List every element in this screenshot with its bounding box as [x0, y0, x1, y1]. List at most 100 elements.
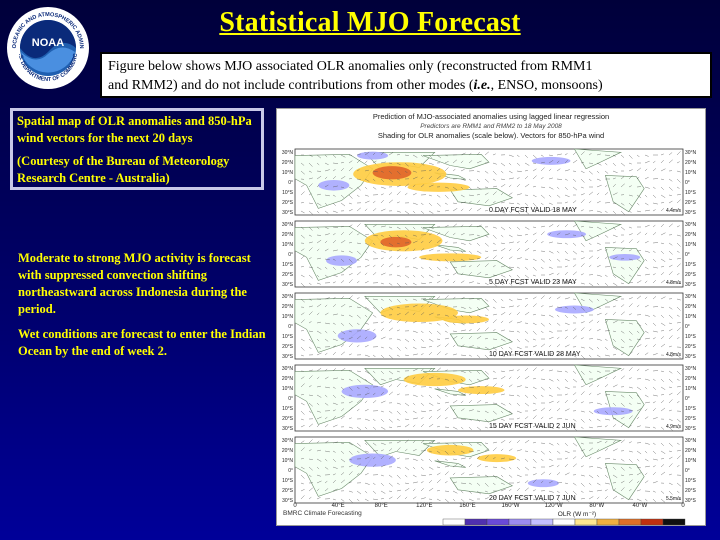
lat-label-right: 20°N — [685, 160, 697, 166]
enhanced-convection-area — [337, 329, 377, 343]
lat-label-left: 30°S — [282, 282, 294, 288]
scale-color-bin — [464, 518, 488, 525]
continent-outline — [294, 441, 374, 497]
note-line2-pre: and RMM2) and do not include contributio… — [108, 78, 474, 93]
map-panel: 20 DAY FCST VALID 7 JUN 5.5m/s 30°N 30°N 20°… — [282, 436, 697, 504]
lat-label-left: 30°N — [282, 150, 294, 156]
lat-label-left: 30°S — [282, 354, 294, 360]
scale-color-bin — [662, 518, 686, 525]
lat-label-left: 20°S — [282, 488, 294, 494]
lon-tick-label: 40°W — [633, 503, 648, 509]
lat-label-left: 20°S — [282, 416, 294, 422]
lat-label-left: 30°S — [282, 210, 294, 216]
lat-label-left: 20°N — [282, 160, 294, 166]
enhanced-convection-area — [531, 156, 571, 165]
map-description-box: Spatial map of OLR anomalies and 850-hPa… — [10, 108, 264, 190]
lat-label-right: 0° — [685, 180, 690, 186]
lat-label-right: 20°S — [685, 272, 697, 278]
suppressed-convection-area — [457, 386, 505, 395]
enhanced-convection-area — [527, 479, 559, 488]
lat-label-right: 10°N — [685, 386, 697, 392]
wind-vectors — [300, 439, 682, 503]
credit-note: (Courtesy of the Bureau of Meteorology R… — [17, 154, 230, 185]
map-panel: 0 DAY FCST VALID 18 MAY 4.4m/s 30°N 30°N 20°… — [282, 148, 697, 216]
lat-label-right: 0° — [685, 468, 690, 474]
lon-tick-label: 80°W — [589, 503, 604, 509]
continent-outline — [449, 404, 514, 423]
lat-label-right: 20°N — [685, 304, 697, 310]
lat-label-right: 10°S — [685, 334, 697, 340]
noaa-logo: NOAA NATIONAL OCEANIC AND ATMOSPHERIC AD… — [6, 6, 89, 89]
lat-label-right: 30°S — [685, 426, 697, 432]
lat-label-left: 30°S — [282, 498, 294, 504]
enhanced-convection-area — [547, 230, 586, 239]
mjo-forecast-figure: Prediction of MJO-associated anomalies u… — [276, 108, 706, 526]
wind-vectors — [300, 295, 682, 359]
panel-max-wind: 4.8m/s — [666, 352, 682, 358]
lat-label-right: 10°S — [685, 262, 697, 268]
continent-outline — [449, 476, 514, 495]
scale-color-bin — [552, 518, 576, 525]
enhanced-convection-area — [326, 255, 358, 266]
lon-tick-label: 80°E — [375, 503, 388, 509]
lat-label-right: 30°S — [685, 498, 697, 504]
continent-outline — [422, 153, 490, 170]
continent-outline — [573, 436, 623, 458]
enhanced-convection-area — [318, 180, 350, 191]
lat-label-right: 20°S — [685, 200, 697, 206]
lon-tick-label: 160°E — [459, 503, 475, 509]
lat-label-left: 10°S — [282, 190, 294, 196]
lat-label-left: 0° — [288, 468, 293, 474]
suppressed-convection-area — [380, 303, 458, 323]
enhanced-convection-area — [357, 151, 389, 160]
lat-label-right: 20°S — [685, 416, 697, 422]
lat-label-right: 20°S — [685, 488, 697, 494]
lat-label-left: 20°S — [282, 200, 294, 206]
lat-label-right: 30°S — [685, 210, 697, 216]
lat-label-right: 10°N — [685, 314, 697, 320]
lat-label-left: 0° — [288, 252, 293, 258]
scale-color-bin — [596, 518, 620, 525]
panel-forecast-label: 15 DAY FCST VALID 2 JUN — [489, 423, 576, 430]
panel-max-wind: 4.4m/s — [666, 208, 682, 214]
continent-outline — [449, 188, 514, 207]
scale-color-bin — [530, 518, 554, 525]
suppressed-convection-area — [477, 454, 517, 463]
lat-label-left: 20°N — [282, 232, 294, 238]
lat-label-left: 10°N — [282, 458, 294, 464]
wind-vectors — [300, 223, 682, 287]
lat-label-right: 30°S — [685, 354, 697, 360]
continent-outline — [434, 244, 466, 252]
suppressed-convection-area — [380, 236, 412, 248]
lon-tick-label: 120°E — [416, 503, 432, 509]
map-panel: 10 DAY FCST VALID 28 MAY 4.8m/s 30°N 30°N 20… — [282, 292, 697, 360]
scale-color-bin — [640, 518, 664, 525]
panel-max-wind: 5.5m/s — [666, 496, 682, 502]
lat-label-right: 30°N — [685, 438, 697, 444]
lat-label-left: 30°N — [282, 222, 294, 228]
scale-color-bin — [618, 518, 642, 525]
lat-label-right: 0° — [685, 396, 690, 402]
forecast-map-svg: Prediction of MJO-associated anomalies u… — [282, 112, 697, 525]
continent-outline — [604, 463, 645, 501]
lat-label-right: 10°N — [685, 458, 697, 464]
wind-vectors — [300, 367, 682, 431]
note-line2-post: , ENSO, monsoons) — [490, 78, 603, 93]
lat-label-left: 10°N — [282, 170, 294, 176]
lat-label-right: 10°N — [685, 170, 697, 176]
continent-outline — [449, 332, 514, 351]
page-title: Statistical MJO Forecast — [219, 7, 521, 38]
suppressed-convection-area — [403, 372, 466, 387]
suppressed-convection-area — [426, 444, 474, 456]
lat-label-left: 20°S — [282, 344, 294, 350]
lat-label-left: 30°N — [282, 438, 294, 444]
panel-forecast-label: 5 DAY FCST VALID 23 MAY — [489, 279, 577, 286]
lat-label-left: 10°S — [282, 262, 294, 268]
continent-outline — [434, 388, 466, 396]
lat-label-right: 0° — [685, 324, 690, 330]
caption-note: Figure below shows MJO associated OLR an… — [100, 52, 712, 98]
lat-label-left: 20°S — [282, 272, 294, 278]
figure-credit: BMRC Climate Forecasting — [283, 510, 362, 517]
continent-outline — [294, 297, 374, 353]
map-panel: 15 DAY FCST VALID 2 JUN 4.9m/s 30°N 30°N 20°… — [282, 364, 697, 432]
